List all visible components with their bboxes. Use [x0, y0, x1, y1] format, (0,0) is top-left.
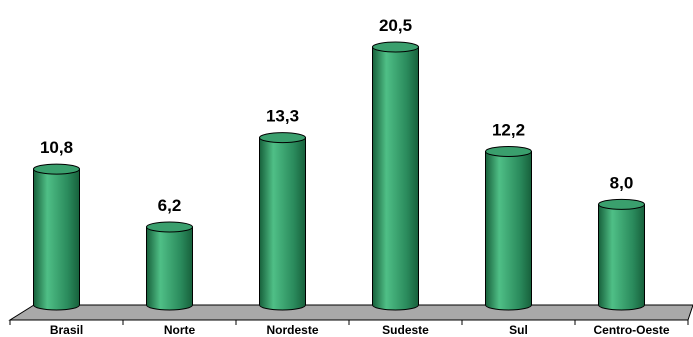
- bar-top: [33, 163, 80, 175]
- category-label-brasil: Brasil: [50, 323, 83, 337]
- value-label-nordeste: 13,3: [266, 107, 299, 126]
- chart-floor: [8, 304, 693, 321]
- value-label-sul: 12,2: [492, 120, 525, 139]
- category-label-norte: Norte: [164, 323, 196, 337]
- bar-body: [598, 203, 645, 311]
- bar-body: [259, 137, 306, 311]
- category-label-centro-oeste: Centro-Oeste: [593, 323, 669, 337]
- value-label-sudeste: 20,5: [379, 16, 412, 35]
- bar-top: [598, 198, 645, 210]
- bar-centro-oeste: [598, 198, 645, 311]
- bar-body: [372, 46, 419, 311]
- bar-brasil: [33, 163, 80, 311]
- bar-norte: [146, 221, 193, 311]
- bar-sudeste: [372, 41, 419, 311]
- category-label-nordeste: Nordeste: [266, 323, 318, 337]
- bar-body: [485, 150, 532, 311]
- bar-top: [372, 41, 419, 53]
- value-label-centro-oeste: 8,0: [610, 173, 634, 192]
- bar-sul: [485, 145, 532, 311]
- category-labels: Brasil Norte Nordeste Sudeste Sul Centro-Oest…: [50, 323, 670, 337]
- value-label-norte: 6,2: [158, 196, 182, 215]
- floor-plane: [8, 304, 693, 321]
- bar-body: [146, 226, 193, 311]
- bar-nordeste: [259, 132, 306, 311]
- bars: [33, 41, 645, 311]
- bar-top: [485, 145, 532, 157]
- bar-body: [33, 168, 80, 311]
- category-label-sul: Sul: [509, 323, 528, 337]
- bar-top: [146, 221, 193, 233]
- bar-top: [259, 132, 306, 144]
- category-label-sudeste: Sudeste: [382, 323, 429, 337]
- value-label-brasil: 10,8: [40, 138, 73, 157]
- x-axis: [9, 319, 689, 325]
- data-labels: 10,8 6,2 13,3 20,5 12,2 8,0: [40, 16, 633, 215]
